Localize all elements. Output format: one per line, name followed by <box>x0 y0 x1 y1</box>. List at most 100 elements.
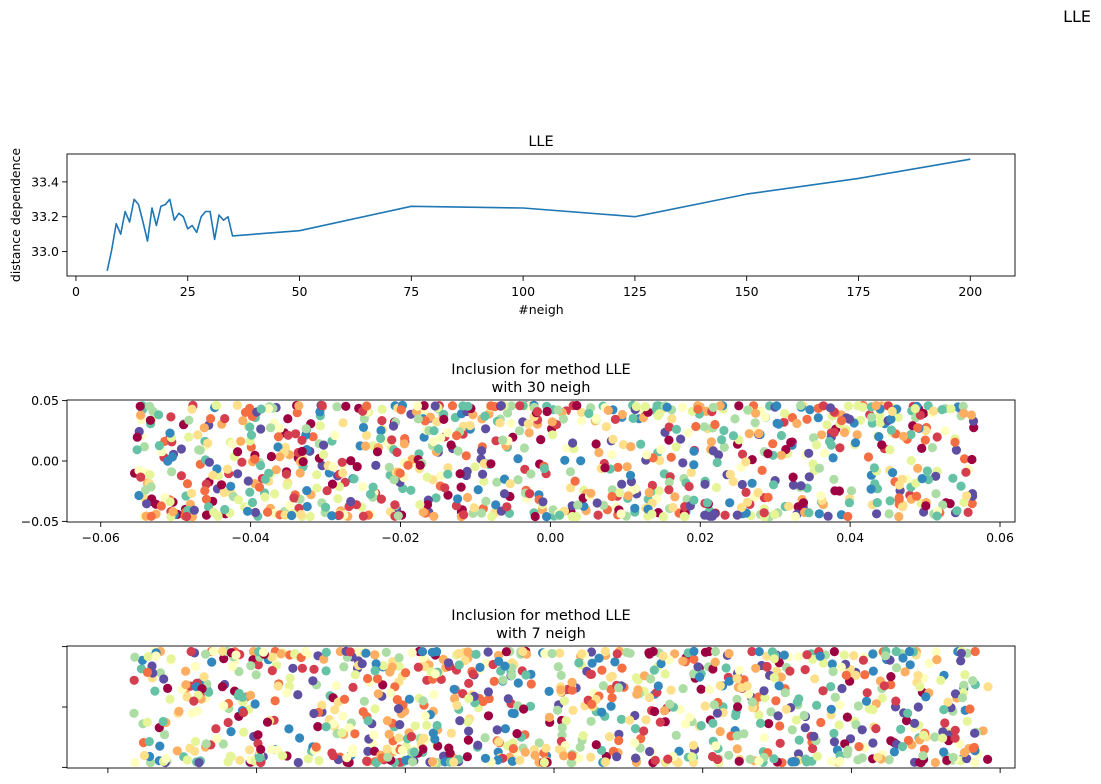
scatter-point <box>676 434 686 444</box>
scatter-point <box>936 675 946 686</box>
scatter-point <box>945 499 955 509</box>
scatter-point <box>276 649 286 659</box>
x-tick-label: 0.00 <box>536 530 564 545</box>
scatter-point <box>892 663 902 673</box>
scatter-point <box>843 511 853 522</box>
scatter-point <box>219 701 229 711</box>
scatter-point <box>962 716 972 726</box>
scatter-point <box>536 435 546 445</box>
scatter-point <box>509 708 519 719</box>
scatter-point <box>418 507 428 517</box>
scatter-point <box>618 440 628 450</box>
scatter-point <box>218 739 228 749</box>
scatter-point <box>662 402 672 412</box>
scatter-point <box>957 693 968 703</box>
scatter-point <box>223 717 233 728</box>
scatter-point <box>591 740 601 750</box>
scatter-point <box>463 647 473 657</box>
scatter-point <box>194 445 204 455</box>
scatter-point <box>454 649 464 659</box>
scatter-point <box>469 503 479 513</box>
scatter-point <box>552 705 563 715</box>
scatter-point <box>191 736 201 747</box>
scatter-point <box>739 729 749 739</box>
x-tick-label: 50 <box>292 284 308 299</box>
scatter-point <box>724 648 734 659</box>
scatter-point <box>674 746 684 756</box>
scatter-point <box>711 482 722 493</box>
scatter-point <box>809 433 819 443</box>
scatter-point <box>339 694 350 704</box>
scatter-point <box>930 757 941 768</box>
scatter-point <box>745 754 755 764</box>
scatter-point <box>381 647 391 657</box>
scatter-point <box>961 467 971 477</box>
scatter-point <box>372 674 383 684</box>
scatter-point <box>851 670 861 681</box>
scatter-point <box>459 510 469 520</box>
scatter-point <box>922 466 933 476</box>
scatter-point <box>812 700 822 711</box>
x-tick-label: 100 <box>511 284 535 299</box>
scatter-point <box>885 496 895 506</box>
scatter-point <box>166 412 176 422</box>
scatter-point <box>390 500 400 510</box>
scatter-point <box>334 482 344 492</box>
scatter-point <box>239 727 249 737</box>
scatter-point <box>597 665 607 675</box>
axes-frame <box>66 399 1016 523</box>
scatter-point <box>802 757 812 767</box>
scatter-point <box>238 416 248 426</box>
scatter-point <box>623 491 633 501</box>
chart-title: with 7 neigh <box>496 626 586 642</box>
scatter-point <box>312 470 322 480</box>
scatter-point <box>319 654 329 664</box>
scatter-point <box>182 479 193 489</box>
scatter-point <box>201 739 211 749</box>
scatter-point <box>211 724 221 734</box>
scatter-point <box>554 510 565 520</box>
scatter-point <box>394 661 404 672</box>
scatter-point <box>309 708 319 719</box>
scatter-point <box>429 426 439 436</box>
scatter-point <box>542 511 552 522</box>
scatter-point <box>481 424 491 434</box>
scatter-point <box>237 457 247 467</box>
scatter-point <box>962 491 972 501</box>
scatter-point <box>338 418 348 428</box>
scatter-point <box>317 700 327 710</box>
scatter-point <box>539 757 550 768</box>
scatter-point <box>150 686 160 696</box>
scatter-point <box>382 744 392 754</box>
scatter-point <box>553 405 563 415</box>
scatter-point <box>594 447 604 458</box>
scatter-point <box>486 401 496 411</box>
scatter-point <box>187 488 197 498</box>
scatter-point <box>357 659 367 669</box>
scatter-point <box>640 402 651 412</box>
scatter-point <box>689 646 699 657</box>
scatter-point <box>951 445 962 455</box>
scatter-point <box>501 647 511 657</box>
scatter-point <box>317 400 327 411</box>
scatter-point <box>539 463 550 474</box>
scatter-point <box>492 725 502 735</box>
scatter-point <box>939 705 949 715</box>
scatter-point <box>646 674 656 684</box>
scatter-point <box>135 401 145 411</box>
scatter-point <box>134 490 144 501</box>
scatter-point <box>858 655 869 665</box>
y-tick-label: 0.00 <box>31 454 59 469</box>
scatter-point <box>385 688 396 698</box>
scatter-point <box>453 494 463 504</box>
scatter-point <box>505 479 515 489</box>
scatter-point <box>829 474 839 484</box>
scatter-point <box>410 721 420 731</box>
scatter-point <box>601 757 611 767</box>
scatter-point <box>393 511 403 521</box>
scatter-point <box>358 482 368 492</box>
scatter-point <box>818 401 829 411</box>
scatter-point <box>262 717 273 727</box>
scatter-point <box>406 732 416 742</box>
scatter-point <box>201 494 211 504</box>
